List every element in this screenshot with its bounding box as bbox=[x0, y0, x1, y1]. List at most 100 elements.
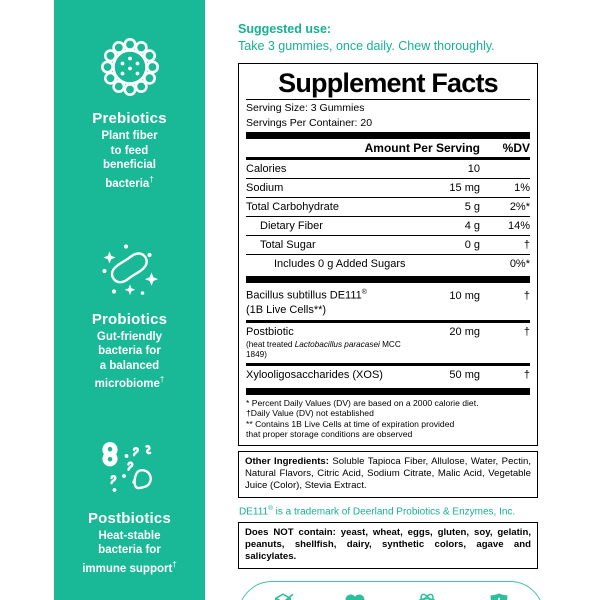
nutrient-amount: 5 g bbox=[464, 200, 480, 213]
ingredient-subtext: (heat treated Lactobacillus paracasei MC… bbox=[246, 339, 422, 360]
sidebar-title-postbiotics: Postbiotics bbox=[87, 509, 172, 527]
divider bbox=[246, 254, 530, 255]
dagger-mark: † bbox=[159, 375, 165, 385]
sidebar-desc-postbiotics: Heat-stable bacteria for immune support† bbox=[64, 529, 195, 576]
atom-icon bbox=[414, 591, 440, 600]
nutrient-dv: 14% bbox=[507, 219, 530, 232]
table-row: Calories 10 bbox=[246, 160, 530, 178]
nutrient-name: Calories bbox=[246, 162, 287, 175]
does-not-contain-box: Does NOT contain: yeast, wheat, eggs, gl… bbox=[238, 521, 538, 569]
divider bbox=[246, 362, 530, 366]
amount-header-label: Amount Per Serving bbox=[364, 141, 480, 155]
ingredient-name: Postbiotic (heat treated Lactobacillus pa… bbox=[246, 326, 422, 360]
benefits-sidebar: Prebiotics Plant fiber to feed beneficia… bbox=[54, 0, 205, 600]
nutrient-dv: 0%* bbox=[509, 257, 530, 270]
supplement-facts-panel: Supplement Facts Serving Size: 3 Gummies… bbox=[238, 63, 538, 446]
dagger-mark: † bbox=[149, 174, 154, 184]
desc-line: microbiome bbox=[94, 378, 160, 391]
sidebar-desc-prebiotics: Plant fiber to feed beneficial bacteria† bbox=[83, 129, 175, 191]
ingredient-dv: † bbox=[523, 325, 530, 338]
nutrient-name: Includes 0 g Added Sugars bbox=[274, 257, 406, 270]
desc-line: bacteria for bbox=[98, 345, 161, 358]
table-row: Sodium 15 mg 1% bbox=[246, 179, 530, 197]
divider bbox=[246, 387, 530, 395]
sugar-cube-crossed-icon bbox=[270, 591, 296, 600]
nutrient-name: Sodium bbox=[246, 181, 284, 194]
desc-line: immune support bbox=[82, 562, 173, 575]
ingredient-amount: 50 mg bbox=[449, 368, 480, 381]
divider bbox=[246, 197, 530, 198]
ingredient-name-text: Postbiotic bbox=[246, 325, 294, 338]
table-row: Includes 0 g Added Sugars 0%* bbox=[246, 255, 530, 273]
nutrient-dv: † bbox=[523, 238, 530, 251]
divider bbox=[246, 178, 530, 179]
does-not-contain-text: yeast, wheat, eggs, gluten, soy, gelatin… bbox=[245, 526, 531, 562]
suggested-use-title: Suggested use: bbox=[238, 22, 332, 36]
does-not-contain-label: Does NOT contain: bbox=[245, 526, 336, 538]
ingredient-name: Bacillus subtillus DE111® (1B Live Cells*… bbox=[246, 286, 422, 317]
desc-line: bacteria for bbox=[98, 544, 161, 557]
nutrient-name: Total Carbohydrate bbox=[246, 200, 339, 213]
desc-line: Plant fiber bbox=[101, 130, 158, 142]
table-row: Total Carbohydrate 5 g 2%* bbox=[246, 198, 530, 216]
suggested-use-text: Take 3 gummies, once daily. Chew thoroug… bbox=[238, 39, 495, 53]
divider bbox=[246, 235, 530, 236]
registered-mark: ® bbox=[268, 504, 273, 512]
nutrient-dv: 1% bbox=[514, 181, 530, 194]
ingredient-name-line2: (1B Live Cells**) bbox=[246, 303, 327, 316]
divider bbox=[246, 216, 530, 217]
footnote-line: * Percent Daily Values (DV) are based on… bbox=[246, 397, 479, 408]
footnote-line: ** Contains 1B Live Cells at time of exp… bbox=[246, 418, 455, 429]
footnote-line: that proper storage conditions are obser… bbox=[246, 429, 413, 440]
postbiotic-bacteria-icon bbox=[93, 430, 167, 504]
sidebar-block-postbiotics: Postbiotics Heat-stable bacteria for imm… bbox=[54, 430, 205, 576]
table-row: Dietary Fiber 4 g 14% bbox=[246, 217, 530, 235]
subtext-pre: (heat treated bbox=[246, 339, 295, 349]
nutrient-amount: 0 g bbox=[464, 238, 480, 251]
ingredient-amount: 10 mg bbox=[449, 289, 480, 302]
ingredient-name-text: Bacillus subtillus DE111 bbox=[246, 289, 362, 302]
heart-icon bbox=[342, 591, 368, 600]
desc-line: bacteria bbox=[105, 177, 150, 190]
dv-header-label: %DV bbox=[502, 141, 530, 155]
probiotic-bacteria-sparkle-icon bbox=[93, 231, 167, 305]
suggested-use-block: Suggested use: Take 3 gummies, once dail… bbox=[238, 0, 588, 55]
servings-per-container: Servings Per Container: 20 bbox=[246, 116, 373, 129]
nutrient-amount: 4 g bbox=[464, 219, 480, 232]
badge-no-sugar-alcohols: No Sugar Alcohols bbox=[247, 591, 319, 600]
sidebar-title-probiotics: Probiotics bbox=[91, 310, 168, 328]
sidebar-block-probiotics: Probiotics Gut-friendly bacteria for a b… bbox=[54, 231, 205, 392]
prebiotic-fiber-icon bbox=[93, 30, 167, 104]
shield-plus-icon bbox=[486, 591, 512, 600]
other-ingredients-label: Other Ingredients: bbox=[245, 455, 329, 467]
trademark-suffix: is a trademark of Deerland Probiotics & … bbox=[272, 505, 516, 517]
nutrient-name: Dietary Fiber bbox=[260, 219, 323, 232]
badge-science-backed: Science-Backed Ingredients bbox=[391, 591, 463, 600]
feature-badges-pill: No Sugar Alcohols Keto Friendly bbox=[238, 580, 544, 600]
subtext-post: MCC 1849) bbox=[246, 339, 401, 359]
table-row: Bacillus subtillus DE111® (1B Live Cells*… bbox=[246, 283, 530, 320]
serving-size: Serving Size: 3 Gummies bbox=[246, 102, 365, 114]
desc-line: Gut-friendly bbox=[96, 330, 163, 343]
trademark-prefix: DE111 bbox=[239, 505, 269, 517]
nutrient-amount: 15 mg bbox=[449, 181, 480, 194]
table-row: Total Sugar 0 g † bbox=[246, 236, 530, 254]
ingredient-dv: † bbox=[523, 368, 530, 381]
subtext-italic-species: Lactobacillus paracasei bbox=[294, 339, 380, 349]
sidebar-desc-probiotics: Gut-friendly bacteria for a balanced mic… bbox=[77, 330, 183, 392]
ingredient-name: Xylooligosaccharides (XOS) bbox=[246, 368, 383, 381]
table-row: Postbiotic (heat treated Lactobacillus pa… bbox=[246, 323, 530, 363]
badge-physician-owned: Physician Owned bbox=[463, 591, 535, 600]
desc-line: Heat-stable bbox=[98, 529, 161, 542]
ingredient-dv: † bbox=[523, 289, 530, 302]
other-ingredients-text: Soluble Tapioca Fiber, Allulose, Water, … bbox=[245, 455, 532, 491]
divider bbox=[246, 132, 530, 139]
sidebar-title-prebiotics: Prebiotics bbox=[92, 110, 167, 127]
nutrient-amount: 10 bbox=[467, 162, 480, 175]
registered-mark: ® bbox=[361, 289, 367, 296]
sidebar-block-prebiotics: Prebiotics Plant fiber to feed beneficia… bbox=[54, 30, 205, 191]
trademark-note: DE111® is a trademark of Deerland Probio… bbox=[238, 498, 538, 522]
label-main-content: Suggested use: Take 3 gummies, once dail… bbox=[238, 0, 588, 600]
desc-line: to feed bbox=[110, 144, 149, 157]
badge-keto-friendly: Keto Friendly bbox=[319, 591, 391, 600]
